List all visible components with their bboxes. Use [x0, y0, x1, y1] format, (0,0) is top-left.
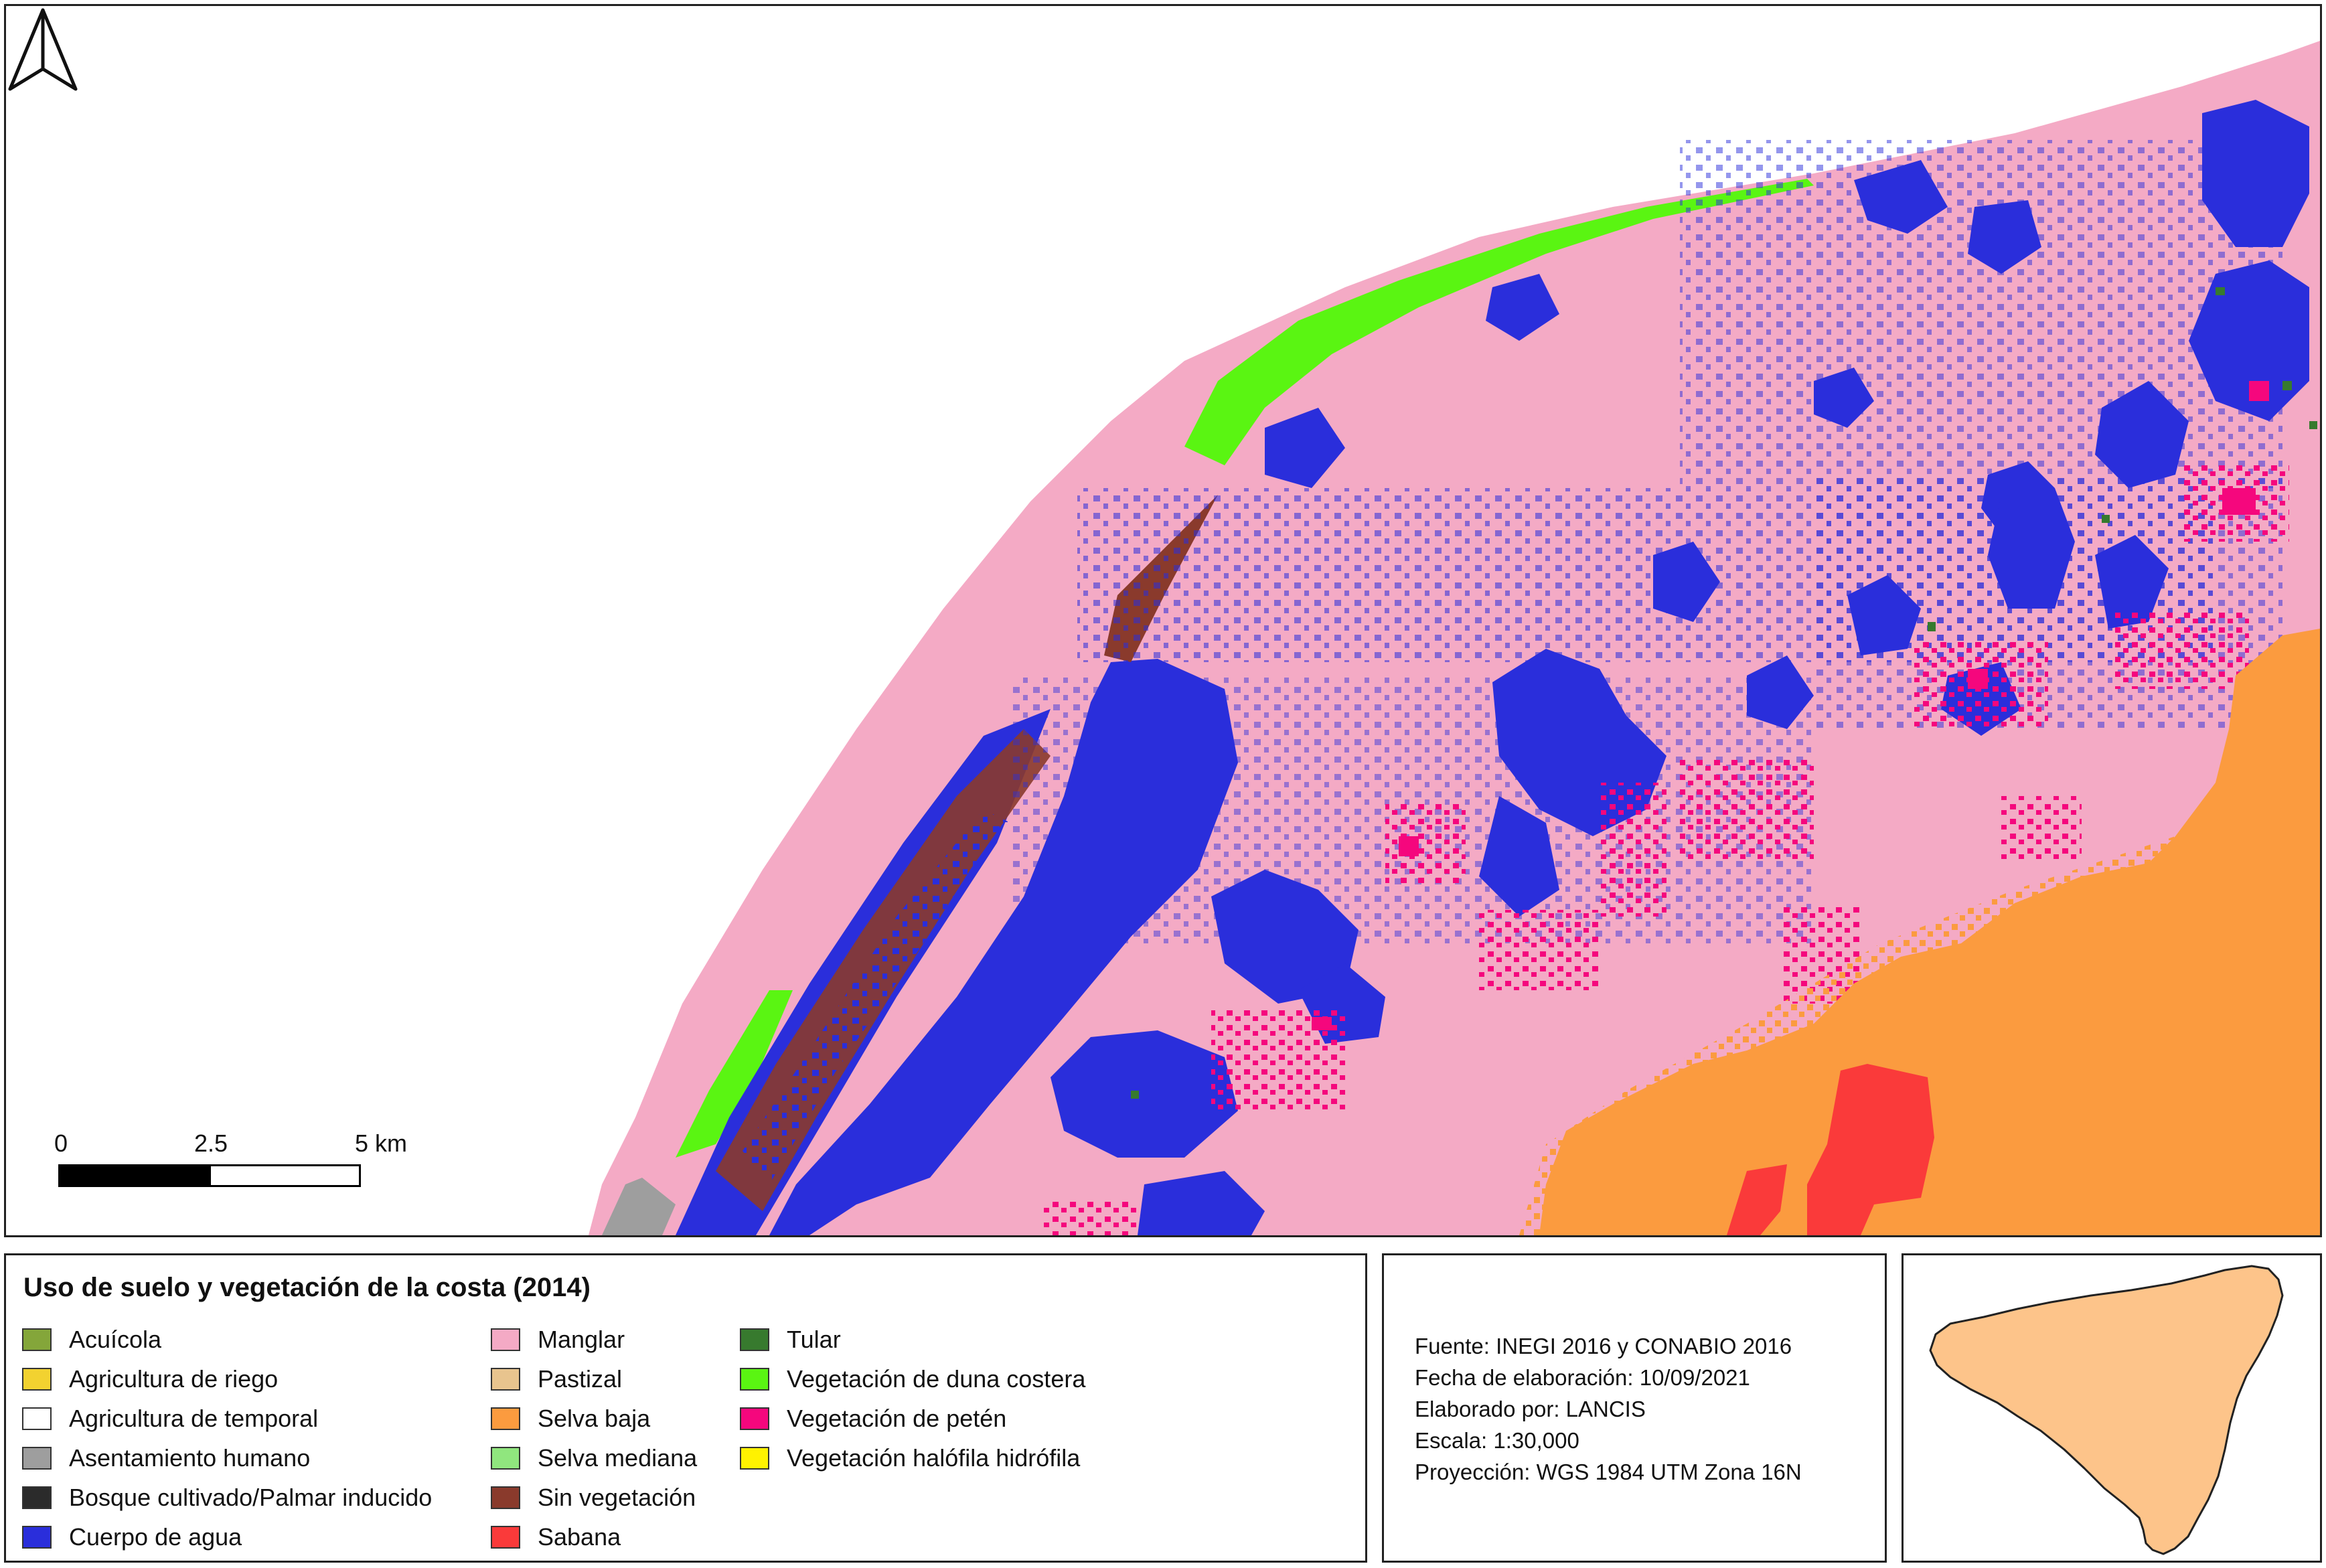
legend-label: Cuerpo de agua: [69, 1522, 242, 1551]
author-text: Elaborado por: LANCIS: [1415, 1397, 1646, 1421]
legend-swatch: [491, 1367, 520, 1391]
map-frame: 0 2.5 5 km: [4, 4, 2322, 1237]
legend-column-3: Tular Vegetación de duna costera Vegetac…: [740, 1320, 1085, 1478]
legend-swatch: [22, 1486, 52, 1509]
legend-label: Sabana: [538, 1522, 621, 1551]
scale-text: Escala: 1:30,000: [1415, 1428, 1579, 1453]
legend-item-selva-mediana: Selva mediana: [491, 1438, 697, 1478]
legend-item-bosque-cultivado: Bosque cultivado/Palmar inducido: [22, 1478, 432, 1517]
legend-label: Manglar: [538, 1325, 625, 1353]
legend-label: Agricultura de temporal: [69, 1404, 319, 1432]
legend-swatch: [22, 1367, 52, 1391]
tular: [1131, 287, 2317, 1099]
legend-item-pastizal: Pastizal: [491, 1359, 697, 1399]
scale-label-0: 0: [54, 1129, 68, 1157]
scale-label-end: 5 km: [354, 1129, 408, 1157]
sabana-main: [1807, 1064, 1934, 1235]
scattered-water: [1010, 140, 2282, 943]
legend-label: Sin vegetación: [538, 1483, 696, 1511]
legend-item-duna-costera: Vegetación de duna costera: [740, 1359, 1085, 1399]
legend-swatch: [491, 1486, 520, 1509]
legend-swatch: [22, 1328, 52, 1351]
legend-item-selva-baja: Selva baja: [491, 1399, 697, 1438]
legend-item-agricultura-riego: Agricultura de riego: [22, 1359, 432, 1399]
projection-text: Proyección: WGS 1984 UTM Zona 16N: [1415, 1460, 1802, 1484]
legend-swatch: [491, 1328, 520, 1351]
legend-swatch: [740, 1367, 769, 1391]
legend-label: Bosque cultivado/Palmar inducido: [69, 1483, 433, 1511]
legend-title: Uso de suelo y vegetación de la costa (2…: [23, 1273, 591, 1302]
date-text: Fecha de elaboración: 10/09/2021: [1415, 1365, 1750, 1390]
legend-label: Acuícola: [69, 1325, 162, 1353]
peten-solid: [1312, 381, 2269, 1030]
sabana-small: [1727, 1164, 1787, 1235]
legend-item-acuicola: Acuícola: [22, 1320, 432, 1359]
legend-swatch: [491, 1525, 520, 1549]
scale-segment-black: [58, 1164, 211, 1187]
source-text: Fuente: INEGI 2016 y CONABIO 2016: [1415, 1334, 1792, 1358]
duna-costera-lower: [676, 990, 793, 1158]
legend-label: Vegetación de duna costera: [787, 1364, 1086, 1393]
legend-item-tular: Tular: [740, 1320, 1085, 1359]
legend-item-halofila: Vegetación halófila hidrófila: [740, 1438, 1085, 1478]
metadata-panel: Fuente: INEGI 2016 y CONABIO 2016 Fecha …: [1382, 1253, 1887, 1563]
legend-item-agricultura-temporal: Agricultura de temporal: [22, 1399, 432, 1438]
legend-label: Agricultura de riego: [69, 1364, 279, 1393]
legend-label: Tular: [787, 1325, 841, 1353]
asentamiento: [602, 1178, 676, 1235]
north-arrow-icon: [8, 8, 78, 91]
legend-swatch: [22, 1525, 52, 1549]
legend-label: Vegetación halófila hidrófila: [787, 1443, 1081, 1472]
legend-swatch: [740, 1328, 769, 1351]
scale-segment-white: [209, 1164, 361, 1187]
locator-map: [1929, 1265, 2284, 1555]
locator-map-panel: [1902, 1253, 2322, 1563]
scale-bar: 0 2.5 5 km: [54, 1129, 407, 1187]
legend-swatch: [22, 1446, 52, 1470]
legend-item-cuerpo-agua: Cuerpo de agua: [22, 1517, 432, 1557]
metadata-lines: Fuente: INEGI 2016 y CONABIO 2016 Fecha …: [1415, 1330, 1802, 1488]
legend-label: Pastizal: [538, 1364, 623, 1393]
legend-item-asentamiento-humano: Asentamiento humano: [22, 1438, 432, 1478]
legend-item-sabana: Sabana: [491, 1517, 697, 1557]
legend-item-manglar: Manglar: [491, 1320, 697, 1359]
duna-costera-upper: [1184, 179, 1814, 465]
legend-swatch: [491, 1446, 520, 1470]
legend-panel: Uso de suelo y vegetación de la costa (2…: [4, 1253, 1367, 1563]
legend-label: Vegetación de petén: [787, 1404, 1007, 1432]
legend-swatch: [491, 1407, 520, 1430]
land-use-map: [589, 41, 2320, 1235]
legend-label: Selva mediana: [538, 1443, 698, 1472]
yucatan-peninsula-outline: [1929, 1265, 2284, 1555]
legend-label: Selva baja: [538, 1404, 651, 1432]
legend-column-2: Manglar Pastizal Selva baja Selva median…: [491, 1320, 697, 1557]
legend-swatch: [22, 1407, 52, 1430]
legend-item-sin-vegetacion: Sin vegetación: [491, 1478, 697, 1517]
legend-swatch: [740, 1407, 769, 1430]
legend-swatch: [740, 1446, 769, 1470]
legend-item-peten: Vegetación de petén: [740, 1399, 1085, 1438]
legend-column-1: Acuícola Agricultura de riego Agricultur…: [22, 1320, 432, 1557]
legend-label: Asentamiento humano: [69, 1443, 311, 1472]
scale-label-mid: 2.5: [193, 1129, 228, 1157]
